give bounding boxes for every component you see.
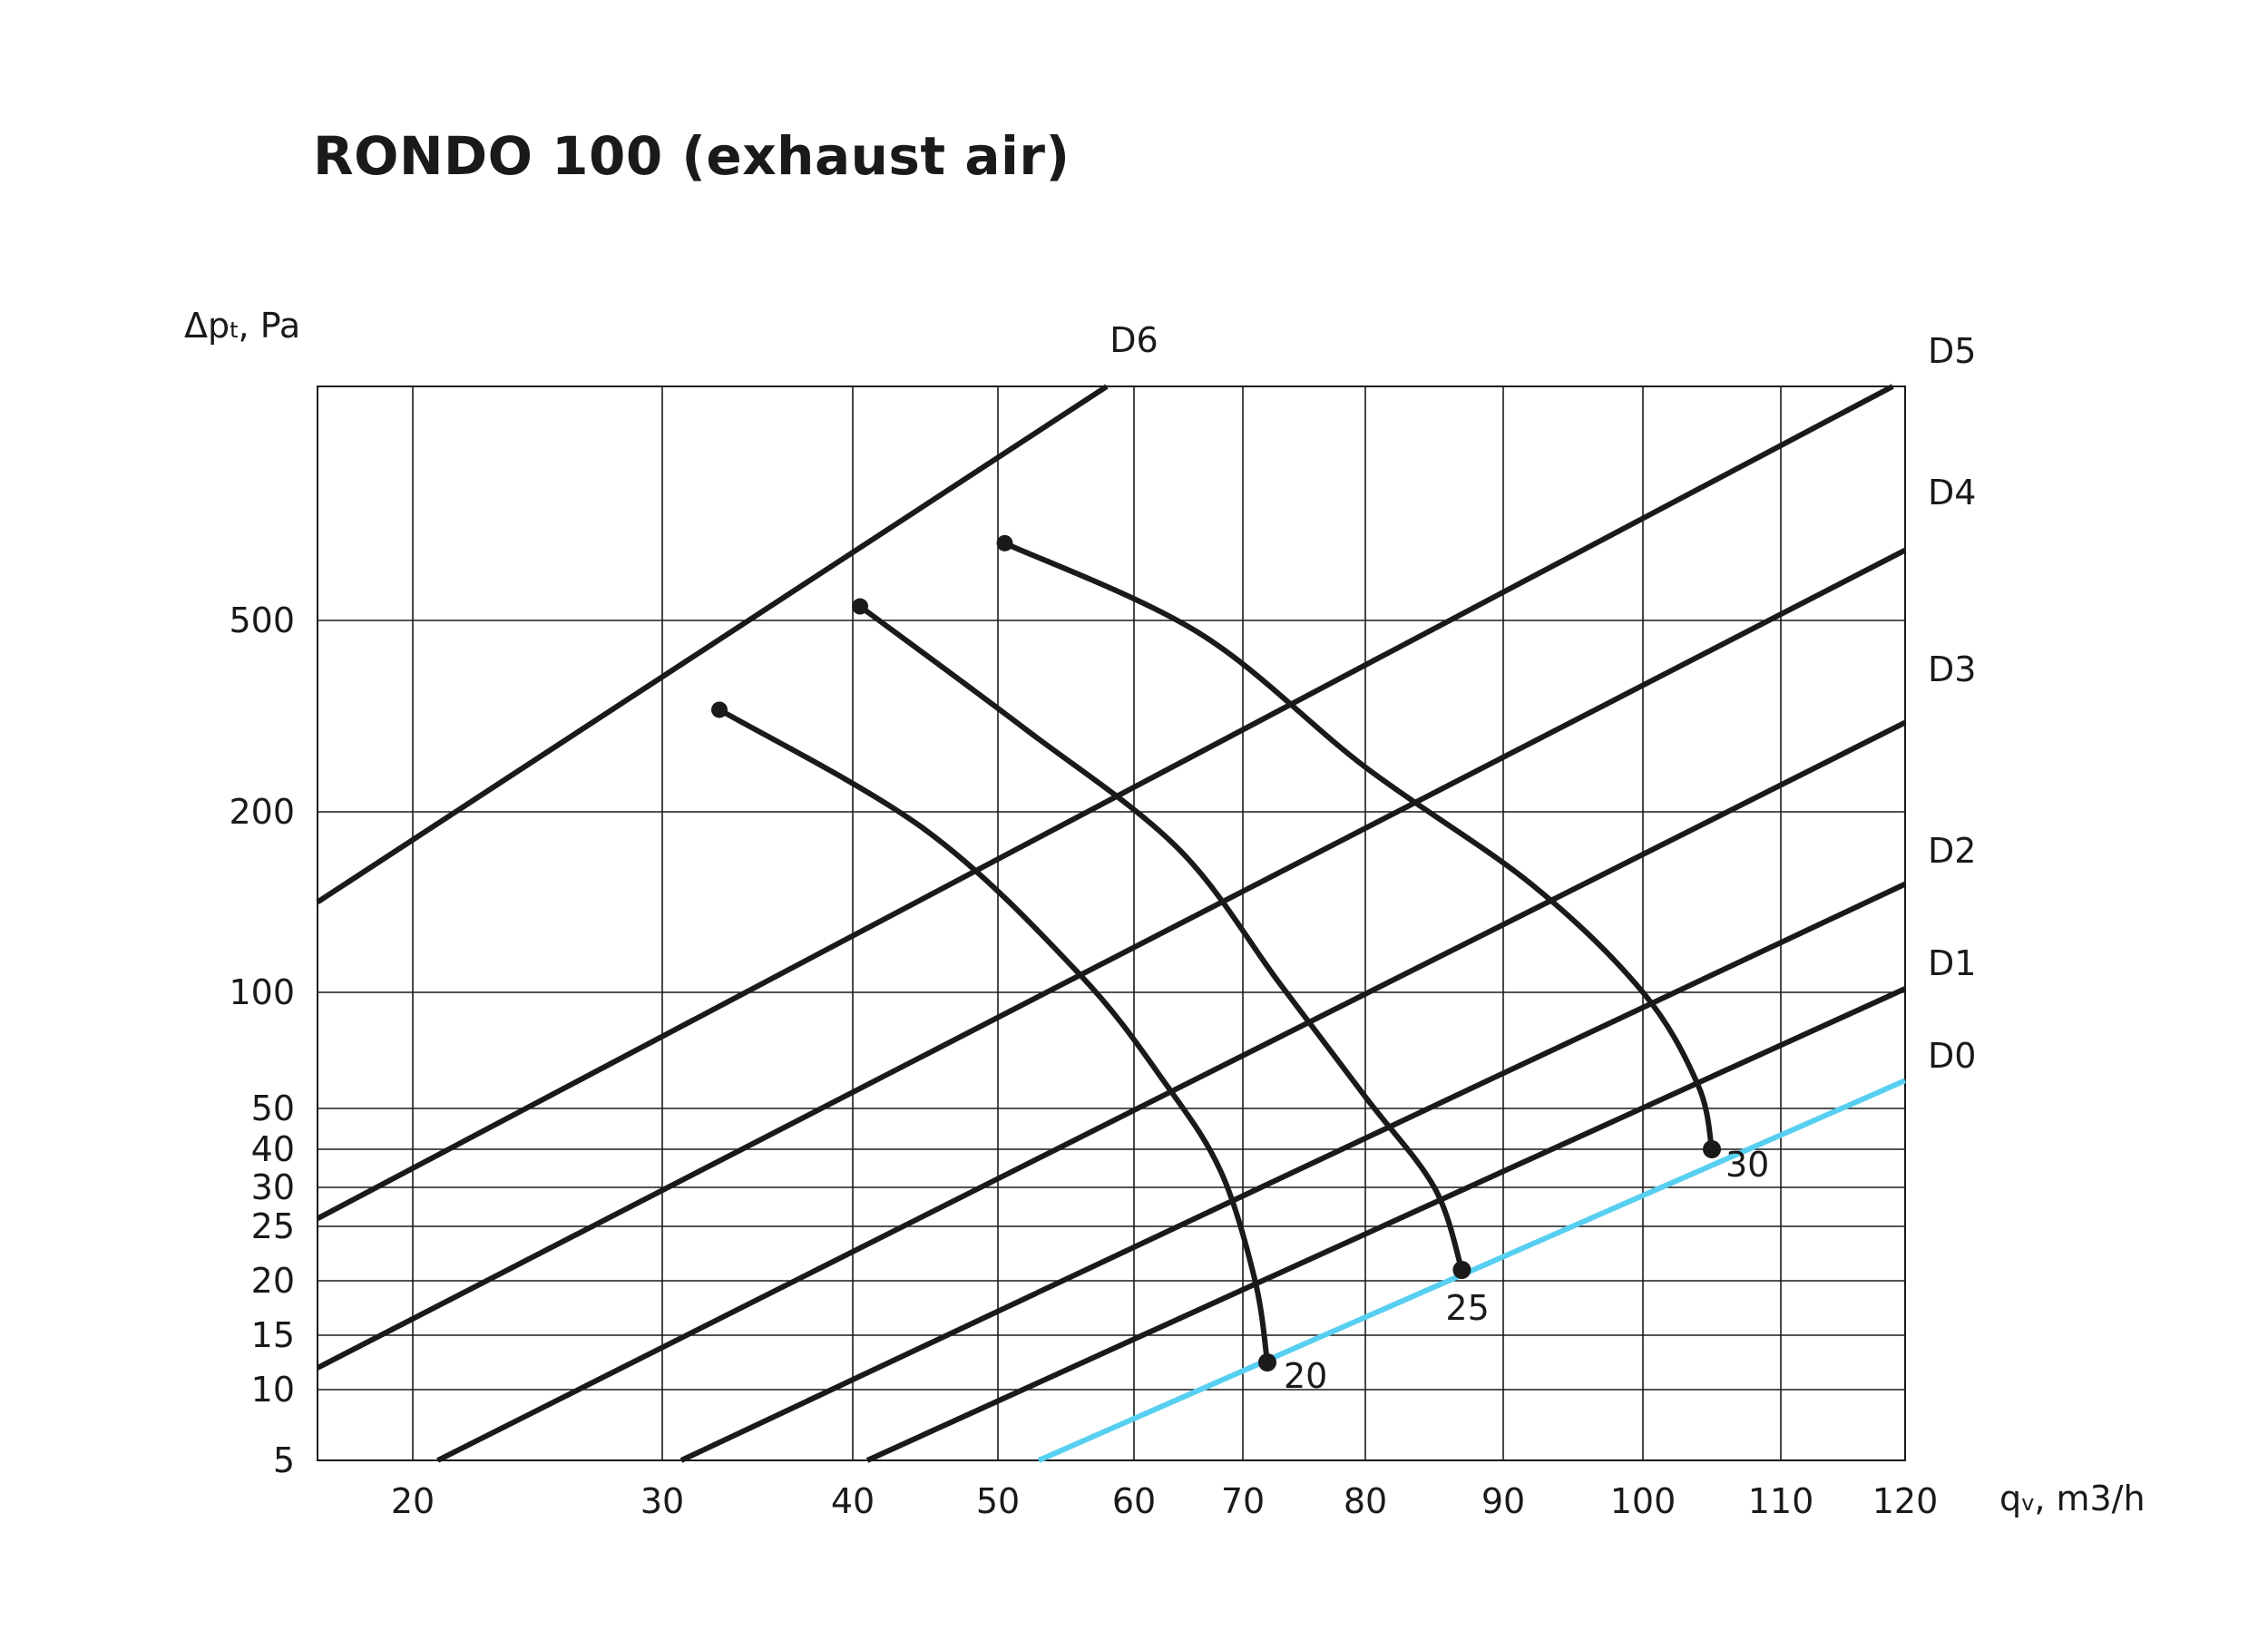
x-tick-label-60: 60	[1112, 1481, 1156, 1521]
y-axis-title-sub: t	[230, 317, 238, 343]
curve-start-point-20	[711, 701, 728, 718]
x-tick-label-100: 100	[1610, 1481, 1677, 1521]
grid	[318, 386, 1906, 1461]
series-line-d6	[316, 384, 1109, 905]
y-tick-label-10: 10	[251, 1370, 295, 1410]
x-tick-label-50: 50	[976, 1481, 1020, 1521]
x-tick-label-70: 70	[1221, 1481, 1265, 1521]
x-tick-label-90: 90	[1481, 1481, 1525, 1521]
x-tick-label-40: 40	[831, 1481, 875, 1521]
y-axis-title-main: Δp	[184, 306, 230, 346]
x-tick-label-80: 80	[1344, 1481, 1387, 1521]
curve-start-point-25	[852, 598, 868, 615]
curve-end-point-25	[1452, 1261, 1471, 1279]
x-tick-label-120: 120	[1872, 1481, 1939, 1521]
x-axis-title: qv, m3/h	[1999, 1479, 2146, 1518]
series-line-d0	[1037, 1078, 1907, 1463]
setting-curve-30	[1003, 541, 1715, 1150]
series-label-d0: D0	[1928, 1036, 1976, 1076]
setting-label-20: 20	[1284, 1356, 1327, 1396]
y-tick-label-200: 200	[229, 792, 295, 832]
y-axis-title-rest: , Pa	[239, 306, 301, 346]
setting-curves	[711, 534, 1721, 1371]
x-tick-label-30: 30	[640, 1481, 684, 1521]
chart-title: RONDO 100 (exhaust air)	[313, 125, 1070, 187]
y-axis-title: Δpt, Pa	[184, 306, 300, 346]
y-tick-label-5: 5	[273, 1440, 295, 1480]
curve-end-point-20	[1258, 1353, 1276, 1371]
y-tick-label-20: 20	[251, 1261, 295, 1301]
y-tick-label-100: 100	[229, 972, 295, 1012]
series-line-d4	[316, 547, 1907, 1371]
y-tick-label-500: 500	[229, 600, 295, 640]
series-label-d1: D1	[1928, 943, 1976, 983]
damper-lines	[316, 384, 1907, 1463]
series-line-d5	[316, 384, 1894, 1222]
series-label-d4: D4	[1928, 473, 1976, 512]
y-tick-label-25: 25	[251, 1206, 295, 1246]
plot-frame	[317, 386, 1906, 1461]
series-label-d2: D2	[1928, 831, 1976, 871]
labels: 20 30 40 50 60 70 80 90 100 110 120510152025304050…	[229, 320, 1976, 1521]
series-line-d1	[865, 986, 1907, 1463]
setting-label-30: 30	[1725, 1145, 1769, 1185]
x-axis-title-sub: v	[2021, 1490, 2034, 1516]
series-label-d3: D3	[1928, 649, 1976, 689]
x-axis-title-main: q	[1999, 1479, 2021, 1518]
series-label-d6: D6	[1110, 320, 1158, 360]
series-line-d2	[679, 881, 1907, 1463]
x-tick-label-110: 110	[1748, 1481, 1814, 1521]
x-tick-label-20: 20	[391, 1481, 435, 1521]
setting-label-25: 25	[1445, 1288, 1489, 1328]
series-label-d5: D5	[1928, 331, 1976, 371]
y-tick-label-30: 30	[251, 1167, 295, 1207]
setting-curve-25	[858, 604, 1465, 1271]
x-axis-title-rest: , m3/h	[2034, 1479, 2145, 1518]
y-tick-label-50: 50	[251, 1088, 295, 1128]
y-tick-label-40: 40	[251, 1129, 295, 1169]
curve-start-point-30	[996, 534, 1013, 551]
y-tick-label-15: 15	[251, 1315, 295, 1355]
setting-curve-20	[718, 707, 1270, 1363]
curve-end-point-30	[1703, 1140, 1721, 1158]
